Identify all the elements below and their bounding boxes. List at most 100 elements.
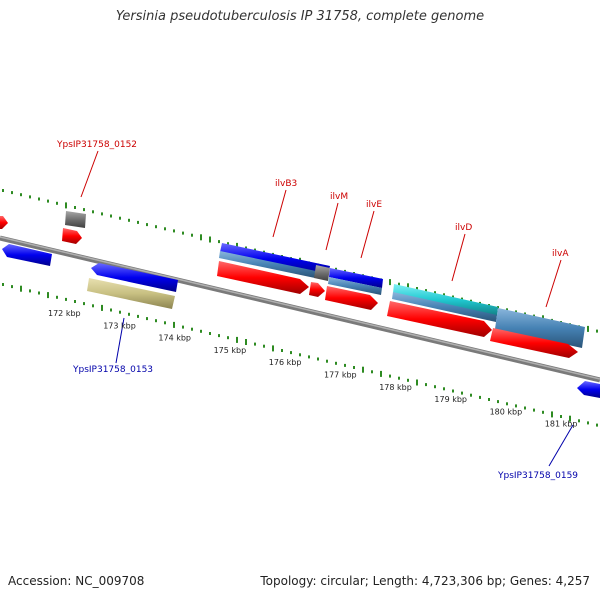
gc-tick	[83, 208, 85, 212]
gene-feature-red-ilvD[interactable]	[387, 301, 492, 337]
gene-feature-steel-ilvB3[interactable]	[219, 251, 316, 278]
gene-label-0153[interactable]: YpsIP31758_0153	[72, 365, 153, 375]
connector-ilvE	[360, 210, 375, 259]
gc-tick	[236, 336, 238, 343]
gc-tick	[560, 415, 562, 418]
genome-backbone-highlight	[0, 236, 600, 380]
gene-label-ilvM[interactable]: ilvM	[330, 192, 348, 202]
genome-backbone	[0, 235, 600, 383]
gc-tick	[92, 210, 94, 214]
connector-ilvM	[325, 202, 339, 251]
gc-tick	[227, 336, 229, 340]
gc-tick	[326, 359, 328, 363]
gc-tick	[245, 339, 247, 345]
gene-feature-blue-left[interactable]	[2, 244, 52, 266]
gc-tick	[101, 212, 103, 216]
gc-tick	[119, 310, 121, 314]
gc-tick	[56, 201, 58, 205]
gene-feature-gray-ilvM[interactable]	[314, 265, 330, 281]
gc-tick	[398, 282, 400, 286]
gene-feature-red-ilvM[interactable]	[309, 282, 325, 297]
gc-tick	[551, 411, 553, 418]
gc-tick	[155, 225, 157, 229]
gc-tick	[389, 374, 391, 378]
scale-tick-label: 177 kbp	[324, 371, 357, 380]
gene-feature-blue-ilvB3[interactable]	[220, 243, 330, 275]
gc-tick	[65, 297, 67, 301]
gene-feature-cyan-ilvD[interactable]	[393, 284, 498, 316]
gene-feature-red-left-edge[interactable]	[0, 216, 8, 229]
accession-text: Accession: NC_009708	[8, 574, 145, 588]
scale-tick-label: 172 kbp	[48, 309, 81, 318]
gc-tick	[146, 317, 148, 321]
gene-label-ilvE[interactable]: ilvE	[366, 200, 382, 210]
gc-tick	[146, 223, 148, 227]
gc-tick	[218, 334, 220, 338]
gc-tick	[434, 385, 436, 389]
gc-tick	[83, 302, 85, 306]
gc-tick	[11, 191, 13, 195]
gene-feature-steel-ilvE[interactable]	[328, 277, 382, 295]
gene-label-ilvD[interactable]: ilvD	[455, 223, 472, 233]
gene-label-ilvB3[interactable]: ilvB3	[275, 179, 297, 189]
gc-tick	[317, 357, 319, 361]
gene-features	[0, 211, 600, 398]
gc-tick	[236, 242, 238, 249]
connector-0152	[80, 150, 99, 198]
gc-tick	[425, 383, 427, 387]
gc-tick	[452, 295, 454, 299]
gene-feature-gray-0152[interactable]	[65, 211, 86, 228]
gc-tick	[587, 421, 589, 425]
gene-feature-red-ilvB3[interactable]	[217, 261, 309, 294]
gene-feature-khaki-0153[interactable]	[87, 278, 175, 309]
gc-tick	[110, 308, 112, 312]
gc-tick	[254, 342, 256, 346]
gc-tick	[407, 283, 409, 290]
gc-tick	[506, 308, 508, 312]
gene-feature-red-ilvA[interactable]	[490, 328, 578, 358]
gene-feature-blue-ilvE[interactable]	[329, 268, 383, 288]
scale-tick-label: 176 kbp	[269, 358, 302, 367]
gc-tick	[497, 306, 499, 310]
scale-tick-label: 178 kbp	[379, 383, 412, 392]
gc-tick	[20, 285, 22, 292]
gc-tick	[11, 285, 13, 289]
gc-tick	[506, 402, 508, 406]
gene-label-ilvA[interactable]: ilvA	[552, 249, 569, 259]
gene-label-0152[interactable]: YpsIP31758_0152	[56, 140, 137, 150]
gc-tick	[20, 193, 22, 197]
gc-tick	[542, 410, 544, 414]
gc-tick	[47, 292, 49, 299]
gene-feature-blue-0153[interactable]	[91, 263, 178, 292]
gc-tick	[488, 398, 490, 401]
gc-tick	[164, 227, 166, 231]
gc-tick	[290, 351, 292, 355]
gc-tick	[101, 304, 103, 311]
gene-feature-red-0152[interactable]	[62, 228, 82, 244]
gc-tick	[461, 391, 463, 395]
gc-tick	[353, 366, 355, 369]
gc-tick	[29, 289, 31, 293]
gene-label-0159[interactable]: YpsIP31758_0159	[497, 471, 578, 481]
gc-tick	[524, 406, 526, 410]
gene-feature-blue-0159[interactable]	[577, 381, 600, 398]
scale-tick-label: 174 kbp	[158, 334, 191, 343]
scale-tick-label: 179 kbp	[434, 395, 467, 404]
label-connectors	[80, 150, 574, 467]
scale-tick-label: 175 kbp	[214, 346, 247, 355]
gc-tick	[470, 393, 472, 397]
gc-tick	[263, 344, 265, 348]
gene-feature-red-ilvE[interactable]	[325, 286, 378, 310]
gc-tick	[209, 236, 211, 243]
gc-tick	[173, 229, 175, 233]
gene-feature-steel-ilvD[interactable]	[392, 292, 497, 322]
gc-tick	[56, 295, 58, 299]
gc-tick	[362, 366, 364, 373]
connector-ilvB3	[272, 189, 287, 238]
gc-tick	[272, 345, 274, 352]
gc-tick	[281, 349, 283, 352]
gc-tick	[74, 206, 76, 209]
gene-feature-steel-ilvA[interactable]	[495, 308, 585, 348]
gc-tick	[245, 246, 247, 250]
